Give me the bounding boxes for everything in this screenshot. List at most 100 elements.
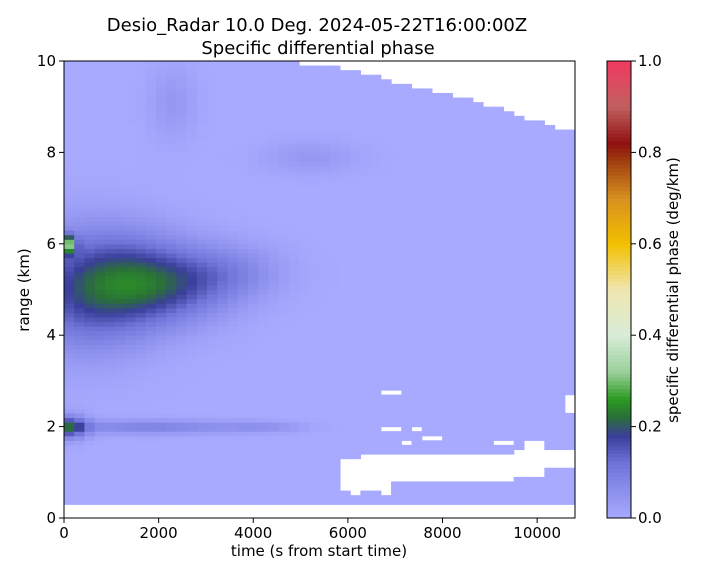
heatmap-cell xyxy=(503,298,515,304)
heatmap-cell xyxy=(104,234,116,240)
heatmap-cell xyxy=(64,294,75,300)
heatmap-cell xyxy=(196,202,208,208)
heatmap-cell xyxy=(176,138,188,144)
heatmap-cell xyxy=(84,70,96,76)
heatmap-cell xyxy=(94,476,106,483)
heatmap-cell xyxy=(125,316,137,323)
colorbar-tick-label: 0.8 xyxy=(638,143,662,161)
heatmap-cell xyxy=(544,289,556,295)
heatmap-cell xyxy=(196,83,208,90)
heatmap-cell xyxy=(411,207,423,213)
heatmap-cell xyxy=(299,376,310,382)
heatmap-cell xyxy=(84,61,96,67)
heatmap-cell xyxy=(84,152,96,158)
heatmap-cell xyxy=(299,143,310,149)
heatmap-cell xyxy=(196,97,208,103)
heatmap-cell xyxy=(523,289,535,295)
colorbar-segment xyxy=(607,346,631,351)
heatmap-cell xyxy=(503,188,515,195)
heatmap-cell xyxy=(196,271,208,277)
heatmap-cell xyxy=(166,312,178,318)
heatmap-cell xyxy=(380,266,392,272)
heatmap-cell xyxy=(125,289,137,295)
heatmap-cell xyxy=(360,394,372,400)
heatmap-cell xyxy=(196,61,208,67)
heatmap-cell xyxy=(278,202,290,208)
heatmap-cell xyxy=(411,220,423,227)
heatmap-cell xyxy=(452,175,464,181)
heatmap-cell xyxy=(513,312,525,318)
heatmap-cell xyxy=(227,175,239,181)
heatmap-cell xyxy=(84,339,96,345)
heatmap-cell xyxy=(217,467,229,473)
heatmap-cell xyxy=(452,243,464,249)
heatmap-cell xyxy=(513,435,525,441)
heatmap-cell xyxy=(523,335,535,341)
heatmap-cell xyxy=(145,426,157,432)
heatmap-cell xyxy=(370,262,382,268)
heatmap-cell xyxy=(523,422,535,428)
heatmap-cell xyxy=(431,449,443,455)
heatmap-cell xyxy=(135,61,147,67)
heatmap-cell xyxy=(431,188,443,195)
heatmap-cell xyxy=(462,111,474,117)
heatmap-cell xyxy=(493,111,505,117)
heatmap-cell xyxy=(278,472,290,478)
heatmap-cell xyxy=(411,449,423,455)
heatmap-cell xyxy=(186,490,198,496)
heatmap-cell xyxy=(513,115,525,122)
heatmap-cell xyxy=(125,134,137,140)
heatmap-cell xyxy=(472,417,484,423)
heatmap-cell xyxy=(115,399,126,405)
heatmap-cell xyxy=(339,444,351,451)
heatmap-cell xyxy=(207,198,218,204)
heatmap-cell xyxy=(237,198,249,204)
heatmap-cell xyxy=(186,344,198,350)
heatmap-cell xyxy=(125,467,137,473)
heatmap-cell xyxy=(104,344,116,350)
heatmap-cell xyxy=(391,152,402,158)
heatmap-cell xyxy=(104,188,116,195)
heatmap-cell xyxy=(380,408,392,414)
heatmap-cell xyxy=(513,344,525,350)
heatmap-cell xyxy=(268,339,280,345)
heatmap-cell xyxy=(145,184,157,190)
heatmap-cell xyxy=(523,371,535,377)
heatmap-cell xyxy=(503,129,515,135)
heatmap-cell xyxy=(513,230,525,236)
heatmap-cell xyxy=(299,399,310,405)
heatmap-cell xyxy=(472,376,484,382)
heatmap-cell xyxy=(115,129,126,135)
heatmap-cell xyxy=(94,70,106,76)
heatmap-cell xyxy=(237,252,249,259)
heatmap-cell xyxy=(104,417,116,423)
heatmap-cell xyxy=(421,481,433,487)
heatmap-cell xyxy=(360,358,372,364)
heatmap-cell xyxy=(299,83,310,90)
heatmap-cell xyxy=(237,426,249,432)
heatmap-cell xyxy=(309,271,321,277)
heatmap-cell xyxy=(125,472,137,478)
heatmap-cell xyxy=(380,362,392,368)
heatmap-cell xyxy=(523,426,535,432)
heatmap-cell xyxy=(391,266,402,272)
heatmap-cell xyxy=(135,499,147,505)
heatmap-cell xyxy=(278,243,290,249)
heatmap-cell xyxy=(155,239,167,245)
heatmap-cell xyxy=(155,408,167,414)
heatmap-cell xyxy=(503,134,515,140)
heatmap-cell xyxy=(278,422,290,428)
heatmap-cell xyxy=(258,476,269,483)
heatmap-cell xyxy=(166,61,178,67)
heatmap-cell xyxy=(84,275,96,281)
heatmap-cell xyxy=(401,175,413,181)
heatmap-cell xyxy=(288,467,300,473)
heatmap-cell xyxy=(125,486,137,492)
heatmap-cell xyxy=(329,399,341,405)
heatmap-cell xyxy=(268,316,280,323)
heatmap-cell xyxy=(115,472,126,478)
heatmap-cell xyxy=(258,376,269,382)
heatmap-cell xyxy=(186,444,198,451)
heatmap-cell xyxy=(176,371,188,377)
heatmap-cell xyxy=(370,97,382,103)
